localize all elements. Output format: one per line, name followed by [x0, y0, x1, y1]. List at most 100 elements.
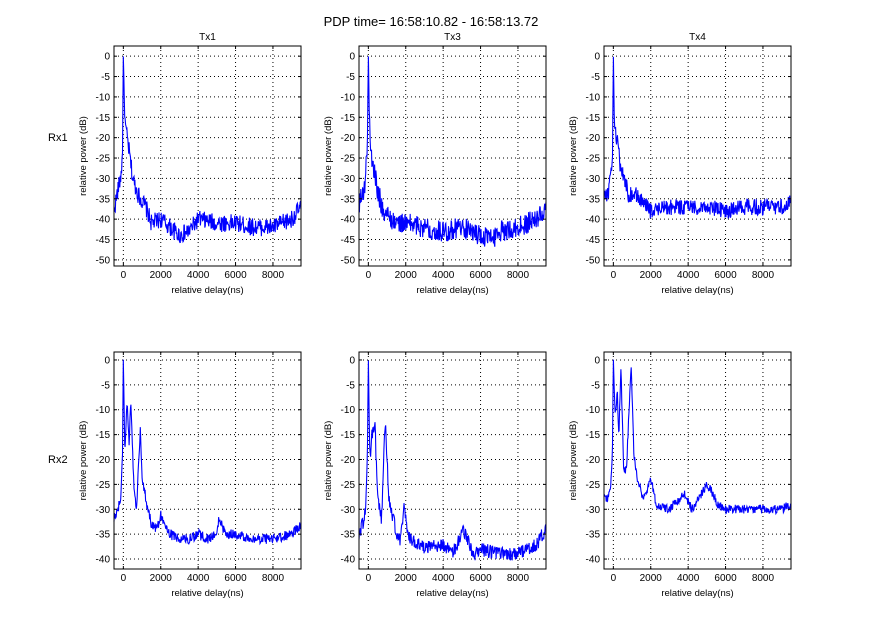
subplot-rx2-tx4: 0 2000 4000 6000 8000 0 -5 -10 -15 -20 -25 -30 -35 -4…	[568, 352, 791, 599]
y-tick-label: -35	[96, 194, 111, 205]
y-tick-label: -20	[586, 455, 601, 466]
x-tick-label: 4000	[187, 270, 210, 281]
x-tick-label: 4000	[432, 270, 455, 281]
y-axis-label: relative power (dB)	[568, 421, 579, 501]
y-axis-label: relative power (dB)	[78, 116, 89, 196]
y-axis-label: relative power (dB)	[323, 116, 334, 196]
y-tick-label: -5	[591, 380, 600, 391]
y-tick-label: -25	[96, 154, 111, 165]
row-label-rx1: Rx1	[48, 132, 68, 144]
x-axis-label: relative delay(ns)	[661, 285, 733, 296]
y-tick-label: -50	[96, 255, 111, 266]
subplot-title: Tx3	[444, 32, 461, 43]
y-tick-label: -30	[96, 174, 111, 185]
subplots-layer: Tx1 0 2000 4000 6000 8000 0 -5 -10 -15 -20 -25 -30 -3…	[78, 32, 791, 599]
y-tick-label: -40	[341, 215, 356, 226]
subplot-rx2-tx1: 0 2000 4000 6000 8000 0 -5 -10 -15 -20 -25 -30 -35 -4…	[78, 352, 301, 599]
y-tick-label: -45	[341, 235, 356, 246]
x-tick-label: 2000	[150, 270, 173, 281]
y-tick-label: -10	[341, 92, 356, 103]
subplot-rx1-tx1: Tx1 0 2000 4000 6000 8000 0 -5 -10 -15 -20 -25 -30 -3…	[78, 32, 301, 296]
y-tick-label: 0	[594, 355, 600, 366]
subplot-rx1-tx3: Tx3 0 2000 4000 6000 8000 0 -5 -10 -15 -20 -25 -30 -3…	[323, 32, 546, 296]
x-tick-label: 2000	[395, 270, 418, 281]
y-tick-label: -30	[96, 505, 111, 516]
x-tick-label: 0	[366, 270, 372, 281]
y-tick-label: -15	[341, 430, 356, 441]
y-tick-label: -5	[101, 380, 110, 391]
y-tick-label: -40	[341, 555, 356, 566]
y-tick-label: -50	[341, 255, 356, 266]
x-tick-label: 0	[121, 270, 127, 281]
y-tick-label: -25	[586, 154, 601, 165]
y-tick-label: -25	[341, 154, 356, 165]
x-tick-label: 8000	[262, 573, 285, 584]
y-tick-label: -15	[341, 113, 356, 124]
y-tick-label: 0	[104, 355, 110, 366]
y-tick-label: -10	[341, 405, 356, 416]
y-tick-label: -5	[591, 72, 600, 83]
x-axis-label: relative delay(ns)	[661, 588, 733, 599]
x-tick-label: 0	[611, 573, 617, 584]
x-tick-label: 4000	[677, 573, 700, 584]
subplot-rx2-tx3: 0 2000 4000 6000 8000 0 -5 -10 -15 -20 -25 -30 -35 -4…	[323, 352, 546, 599]
x-tick-label: 0	[121, 573, 127, 584]
x-tick-label: 6000	[714, 270, 737, 281]
x-axis-label: relative delay(ns)	[171, 588, 243, 599]
y-tick-label: -40	[96, 215, 111, 226]
y-tick-label: 0	[349, 52, 355, 63]
x-tick-label: 0	[611, 270, 617, 281]
subplot-title: Tx1	[199, 32, 216, 43]
y-tick-label: -30	[341, 505, 356, 516]
y-tick-label: -15	[96, 113, 111, 124]
y-tick-label: -30	[341, 174, 356, 185]
y-tick-label: -30	[586, 505, 601, 516]
y-axis-label: relative power (dB)	[568, 116, 579, 196]
x-tick-label: 2000	[640, 573, 663, 584]
x-tick-label: 8000	[752, 573, 775, 584]
y-tick-label: -35	[341, 530, 356, 541]
y-tick-label: -5	[101, 72, 110, 83]
x-tick-label: 2000	[395, 573, 418, 584]
y-tick-label: -10	[586, 405, 601, 416]
x-tick-label: 6000	[224, 270, 247, 281]
y-tick-label: -5	[346, 72, 355, 83]
y-tick-label: -15	[96, 430, 111, 441]
y-axis-label: relative power (dB)	[323, 421, 334, 501]
y-tick-label: -25	[341, 480, 356, 491]
x-tick-label: 8000	[507, 573, 530, 584]
y-tick-label: -15	[586, 113, 601, 124]
x-tick-label: 8000	[262, 270, 285, 281]
x-tick-label: 4000	[432, 573, 455, 584]
y-tick-label: -25	[96, 480, 111, 491]
x-tick-label: 6000	[224, 573, 247, 584]
y-tick-label: -20	[586, 133, 601, 144]
y-tick-label: -25	[586, 480, 601, 491]
y-tick-label: -40	[586, 215, 601, 226]
y-tick-label: -10	[96, 405, 111, 416]
x-axis-label: relative delay(ns)	[171, 285, 243, 296]
y-tick-label: 0	[349, 355, 355, 366]
x-axis-label: relative delay(ns)	[416, 588, 488, 599]
x-tick-label: 6000	[714, 573, 737, 584]
y-tick-label: -40	[586, 555, 601, 566]
subplot-title: Tx4	[689, 32, 706, 43]
y-tick-label: -30	[586, 174, 601, 185]
x-tick-label: 6000	[469, 573, 492, 584]
y-tick-label: 0	[104, 52, 110, 63]
y-tick-label: -10	[586, 92, 601, 103]
x-tick-label: 4000	[677, 270, 700, 281]
y-tick-label: -45	[96, 235, 111, 246]
x-tick-label: 6000	[469, 270, 492, 281]
y-axis-label: relative power (dB)	[78, 421, 89, 501]
x-tick-label: 0	[366, 573, 372, 584]
y-tick-label: -35	[586, 530, 601, 541]
figure-title: PDP time= 16:58:10.82 - 16:58:13.72	[324, 14, 539, 29]
y-tick-label: -35	[586, 194, 601, 205]
y-tick-label: -5	[346, 380, 355, 391]
y-tick-label: -40	[96, 555, 111, 566]
y-tick-label: 0	[594, 52, 600, 63]
x-tick-label: 4000	[187, 573, 210, 584]
x-tick-label: 8000	[752, 270, 775, 281]
x-tick-label: 2000	[640, 270, 663, 281]
